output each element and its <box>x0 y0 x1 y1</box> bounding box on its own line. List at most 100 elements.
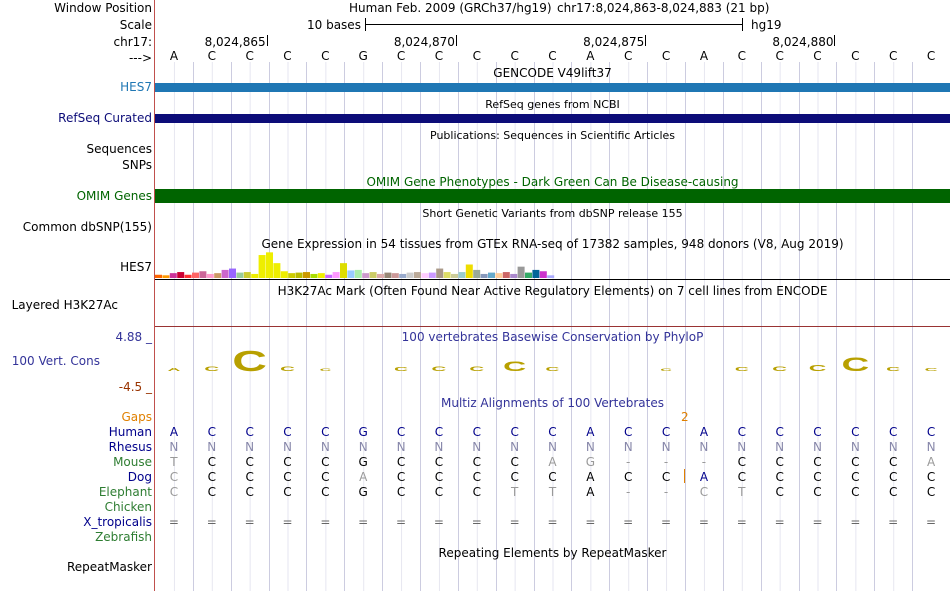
alignment-base-mouse: T <box>170 455 178 469</box>
alignment-base-rhesus: N <box>737 440 747 454</box>
alignment-base-mouse: C <box>434 455 444 469</box>
label-rhesus[interactable]: Rhesus <box>108 440 152 454</box>
gtex-tissue-bar <box>184 274 192 278</box>
refseq-gene-bar[interactable] <box>155 114 950 123</box>
gtex-tissue-bar <box>214 273 222 278</box>
alignment-base-rhesus: N <box>245 440 255 454</box>
alignment-base-human: C <box>321 425 330 439</box>
gtex-tissue-bar <box>155 274 162 278</box>
label-snps[interactable]: SNPs <box>122 158 152 172</box>
alignment-base-rhesus: N <box>434 440 444 454</box>
gtex-tissue-bar <box>384 272 392 278</box>
label-dog[interactable]: Dog <box>127 470 152 484</box>
gtex-tissue-bar <box>443 272 451 278</box>
alignment-base-dog: A <box>586 470 595 484</box>
label-gaps[interactable]: Gaps <box>121 410 152 424</box>
alignment-base-elephant: C <box>813 485 822 499</box>
gtex-tissue-bar <box>310 273 318 278</box>
phylop-letter: C <box>320 368 332 373</box>
ruler-tick <box>455 35 457 46</box>
label-mouse[interactable]: Mouse <box>113 455 152 469</box>
alignment-base-rhesus: N <box>813 440 822 454</box>
alignment-base-mouse: - <box>663 455 669 469</box>
gtex-expression-bars[interactable] <box>155 250 950 280</box>
alignment-base-xtrop: = <box>661 515 672 529</box>
gtex-tissue-bar <box>525 272 532 278</box>
refseq-title: RefSeq genes from NCBI <box>485 98 620 111</box>
gtex-tissue-bar <box>354 269 362 278</box>
alignment-base-human: C <box>472 425 481 439</box>
label-common-dbsnp[interactable]: Common dbSNP(155) <box>22 220 152 234</box>
alignment-base-human: C <box>245 425 254 439</box>
alignment-base-rhesus: N <box>207 440 217 454</box>
alignment-base-human: C <box>548 425 557 439</box>
label-gtex-hes7[interactable]: HES7 <box>120 260 152 274</box>
gtex-tissue-bar <box>177 272 185 278</box>
omim-gene-bar[interactable] <box>155 189 950 203</box>
alignment-base-dog: C <box>510 470 519 484</box>
alignment-base-mouse: - <box>626 455 631 469</box>
ruler-tick <box>645 35 647 46</box>
alignment-base-elephant: C <box>169 485 179 499</box>
alignment-base-dog: A <box>359 470 368 484</box>
label-hes7-gencode[interactable]: HES7 <box>120 80 152 94</box>
alignment-base-human: C <box>926 425 936 439</box>
label-100-vert-cons[interactable]: 100 Vert. Cons <box>11 354 100 368</box>
label-layered-h3k27ac[interactable]: Layered H3K27Ac <box>11 298 118 312</box>
alignment-base-dog: C <box>775 470 784 484</box>
alignment-base-elephant: C <box>926 485 936 499</box>
gtex-tissue-bar <box>362 273 370 278</box>
alignment-base-xtrop: = <box>812 515 823 529</box>
alignment-base-human: C <box>813 425 822 439</box>
label-elephant[interactable]: Elephant <box>98 485 152 499</box>
alignment-base-xtrop: = <box>547 515 558 529</box>
sequence-base: C <box>434 49 444 63</box>
sequence-base: C <box>813 49 822 63</box>
gtex-tissue-bar <box>473 269 481 278</box>
label-sequences[interactable]: Sequences <box>86 142 152 156</box>
scale-bar-right-end <box>742 18 743 31</box>
alignment-base-dog: C <box>548 470 557 484</box>
browser-image[interactable]: Human Feb. 2009 (GRCh37/hg19) chr17:8,02… <box>155 0 950 591</box>
alignment-base-rhesus: N <box>320 440 330 454</box>
alignment-base-xtrop: = <box>471 515 482 529</box>
alignment-base-mouse: C <box>737 455 746 469</box>
alignment-base-elephant: T <box>738 485 746 499</box>
sequence-base: A <box>586 49 595 63</box>
sequence-base: C <box>510 49 519 63</box>
phylop-letter: A <box>167 367 181 373</box>
phylop-letter: C <box>232 346 267 378</box>
gtex-tissue-bar <box>428 272 436 278</box>
alignment-base-elephant: G <box>358 485 368 499</box>
label-scale: Scale <box>119 18 152 32</box>
sequence-base: A <box>699 49 709 63</box>
gtex-tissue-bar <box>192 272 199 278</box>
alignment-base-rhesus: N <box>169 440 179 454</box>
db-label: hg19 <box>751 18 782 32</box>
phylop-letter: C <box>809 364 827 373</box>
gtex-tissue-bar <box>295 272 303 278</box>
ruler-tick-label: 8,024,880 <box>772 35 834 49</box>
gtex-tissue-bar <box>221 269 229 278</box>
alignment-base-elephant: C <box>283 485 292 499</box>
alignment-base-rhesus: N <box>623 440 633 454</box>
label-chicken[interactable]: Chicken <box>104 500 152 514</box>
alignment-base-dog: C <box>207 470 216 484</box>
label-repeatmasker[interactable]: RepeatMasker <box>66 560 152 574</box>
label-xtropicalis[interactable]: X_tropicalis <box>83 515 152 529</box>
phylop-letter: C <box>394 366 408 372</box>
alignment-base-rhesus: N <box>585 440 595 454</box>
alignment-base-dog: C <box>624 470 633 484</box>
phylop-letter: C <box>432 366 447 373</box>
alignment-base-dog: C <box>321 470 330 484</box>
label-zebrafish[interactable]: Zebrafish <box>95 530 152 544</box>
phylop-letter: C <box>469 366 484 373</box>
label-human[interactable]: Human <box>108 425 152 439</box>
alignment-base-elephant: T <box>510 485 519 499</box>
label-refseq[interactable]: RefSeq Curated <box>58 111 152 125</box>
hes7-gene-bar[interactable] <box>155 83 950 92</box>
alignment-base-elephant: C <box>889 485 898 499</box>
sequence-base: C <box>851 49 860 63</box>
label-omim[interactable]: OMIM Genes <box>76 189 152 203</box>
